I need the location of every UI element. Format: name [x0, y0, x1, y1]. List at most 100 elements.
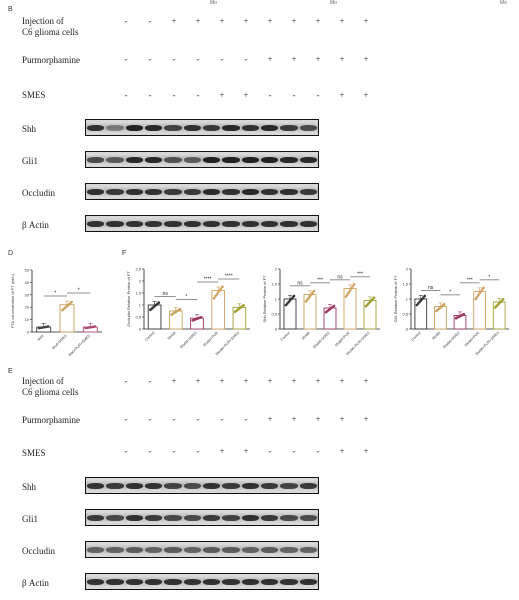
blot-band: [203, 483, 221, 489]
blot-band: [203, 189, 221, 195]
condition-sign: -: [124, 414, 128, 424]
blot-band: [125, 547, 143, 553]
y-tick-label: 1.5: [271, 282, 277, 287]
condition-sign: +: [291, 54, 297, 64]
condition-sign: -: [172, 90, 176, 100]
data-point: [348, 289, 352, 292]
condition-sign: +: [171, 16, 177, 26]
condition-sign: +: [291, 414, 297, 424]
purmorphamine-label: Purmorphamine: [22, 55, 80, 65]
blot-strip: [85, 215, 319, 232]
data-point: [479, 290, 483, 293]
significance-label: ns: [428, 285, 434, 291]
blot-band: [87, 579, 105, 585]
y-tick-label: 2: [406, 267, 409, 272]
y-tick-label: 0.5: [135, 315, 141, 320]
blot-band: [222, 547, 240, 553]
data-point: [443, 302, 446, 306]
condition-sign: -: [148, 414, 152, 424]
blot-band: [241, 189, 259, 195]
y-tick-label: 1.5: [135, 291, 141, 296]
y-tick-label: 0.5: [271, 312, 277, 317]
data-point: [476, 293, 480, 297]
condition-sign: -: [172, 414, 176, 424]
blot-band: [164, 157, 182, 163]
clipped-top-label: Mo: [210, 0, 217, 6]
blot-band: [164, 515, 182, 521]
significance-label: *: [78, 288, 80, 294]
data-point: [350, 287, 353, 290]
data-point: [347, 291, 350, 294]
bar: [303, 294, 317, 330]
chart-d: 0 10 20 30 40 50 FTA concentration of FT (ml/L…: [10, 268, 102, 357]
blot-band: [280, 125, 298, 131]
x-tick-label: Model+SMES: [312, 330, 331, 349]
condition-sign: +: [363, 90, 369, 100]
data-point: [214, 295, 217, 298]
x-tick-label: Model+SMES: [442, 330, 461, 349]
clipped-top-label: Mo: [500, 0, 507, 6]
y-tick-label: 0.5: [402, 312, 408, 317]
condition-sign: -: [196, 446, 200, 456]
blot-band: [183, 157, 201, 163]
blot-band: [299, 515, 317, 521]
y-tick-label: 30: [25, 292, 30, 297]
blot-band: [261, 125, 279, 131]
condition-sign: +: [267, 16, 273, 26]
blot-background: [86, 155, 318, 164]
y-tick-label: 2.5: [135, 267, 141, 272]
blot-background: [86, 577, 318, 586]
blot-band: [261, 221, 279, 227]
blot-band: [183, 483, 201, 489]
blot-band: [164, 547, 182, 553]
condition-sign: +: [291, 376, 297, 386]
condition-sign: +: [267, 414, 273, 424]
condition-sign: -: [244, 414, 248, 424]
chart-f-shh: 0 0.5 1 1.5 2 Shh Relative Protein of FT Contr…: [262, 267, 380, 356]
blot-band: [299, 189, 317, 195]
purmorphamine-label-e: Purmorphamine: [22, 415, 80, 425]
blot-band: [106, 579, 124, 585]
y-tick-label: 40: [25, 280, 30, 285]
blot-band: [125, 579, 143, 585]
y-tick-label: 0: [275, 327, 278, 332]
bar: [414, 298, 428, 330]
blot-band: [241, 579, 259, 585]
condition-sign: -: [244, 54, 248, 64]
blot-band: [280, 221, 298, 227]
injection-label-line2: C6 glioma cells: [22, 27, 79, 37]
blot-band: [241, 125, 259, 131]
significance-label: ***: [467, 277, 473, 283]
condition-sign: -: [268, 90, 272, 100]
blot-band: [87, 515, 105, 521]
blot-band: [87, 125, 105, 131]
condition-sign: -: [124, 54, 128, 64]
blot-band: [222, 483, 240, 489]
data-point: [352, 283, 356, 286]
condition-sign: +: [339, 376, 345, 386]
significance-label: *: [488, 274, 490, 280]
condition-sign: +: [363, 446, 369, 456]
x-tick-label: Model+PUR+SMES: [215, 330, 241, 356]
condition-sign: +: [219, 16, 225, 26]
condition-sign: -: [196, 414, 200, 424]
blot-label-shh: Shh: [22, 124, 37, 134]
blot-band: [203, 515, 221, 521]
bar: [343, 288, 357, 330]
blot-band: [241, 515, 259, 521]
blot-background: [86, 545, 318, 554]
data-point: [216, 291, 220, 294]
x-tick-label: Mod: [37, 334, 45, 342]
data-point: [312, 289, 316, 293]
blot-band: [106, 189, 124, 195]
data-point: [344, 295, 348, 298]
data-point: [212, 296, 216, 300]
data-point: [219, 287, 223, 290]
y-axis-label: Gli1 Relative Protein of FT: [393, 275, 398, 322]
blot-band: [241, 157, 259, 163]
y-tick-label: 10: [25, 317, 30, 322]
x-tick-label: Model+PUR: [202, 331, 219, 348]
bar: [283, 298, 297, 330]
y-tick-label: 1: [139, 303, 142, 308]
significance-label: ***: [357, 271, 363, 277]
